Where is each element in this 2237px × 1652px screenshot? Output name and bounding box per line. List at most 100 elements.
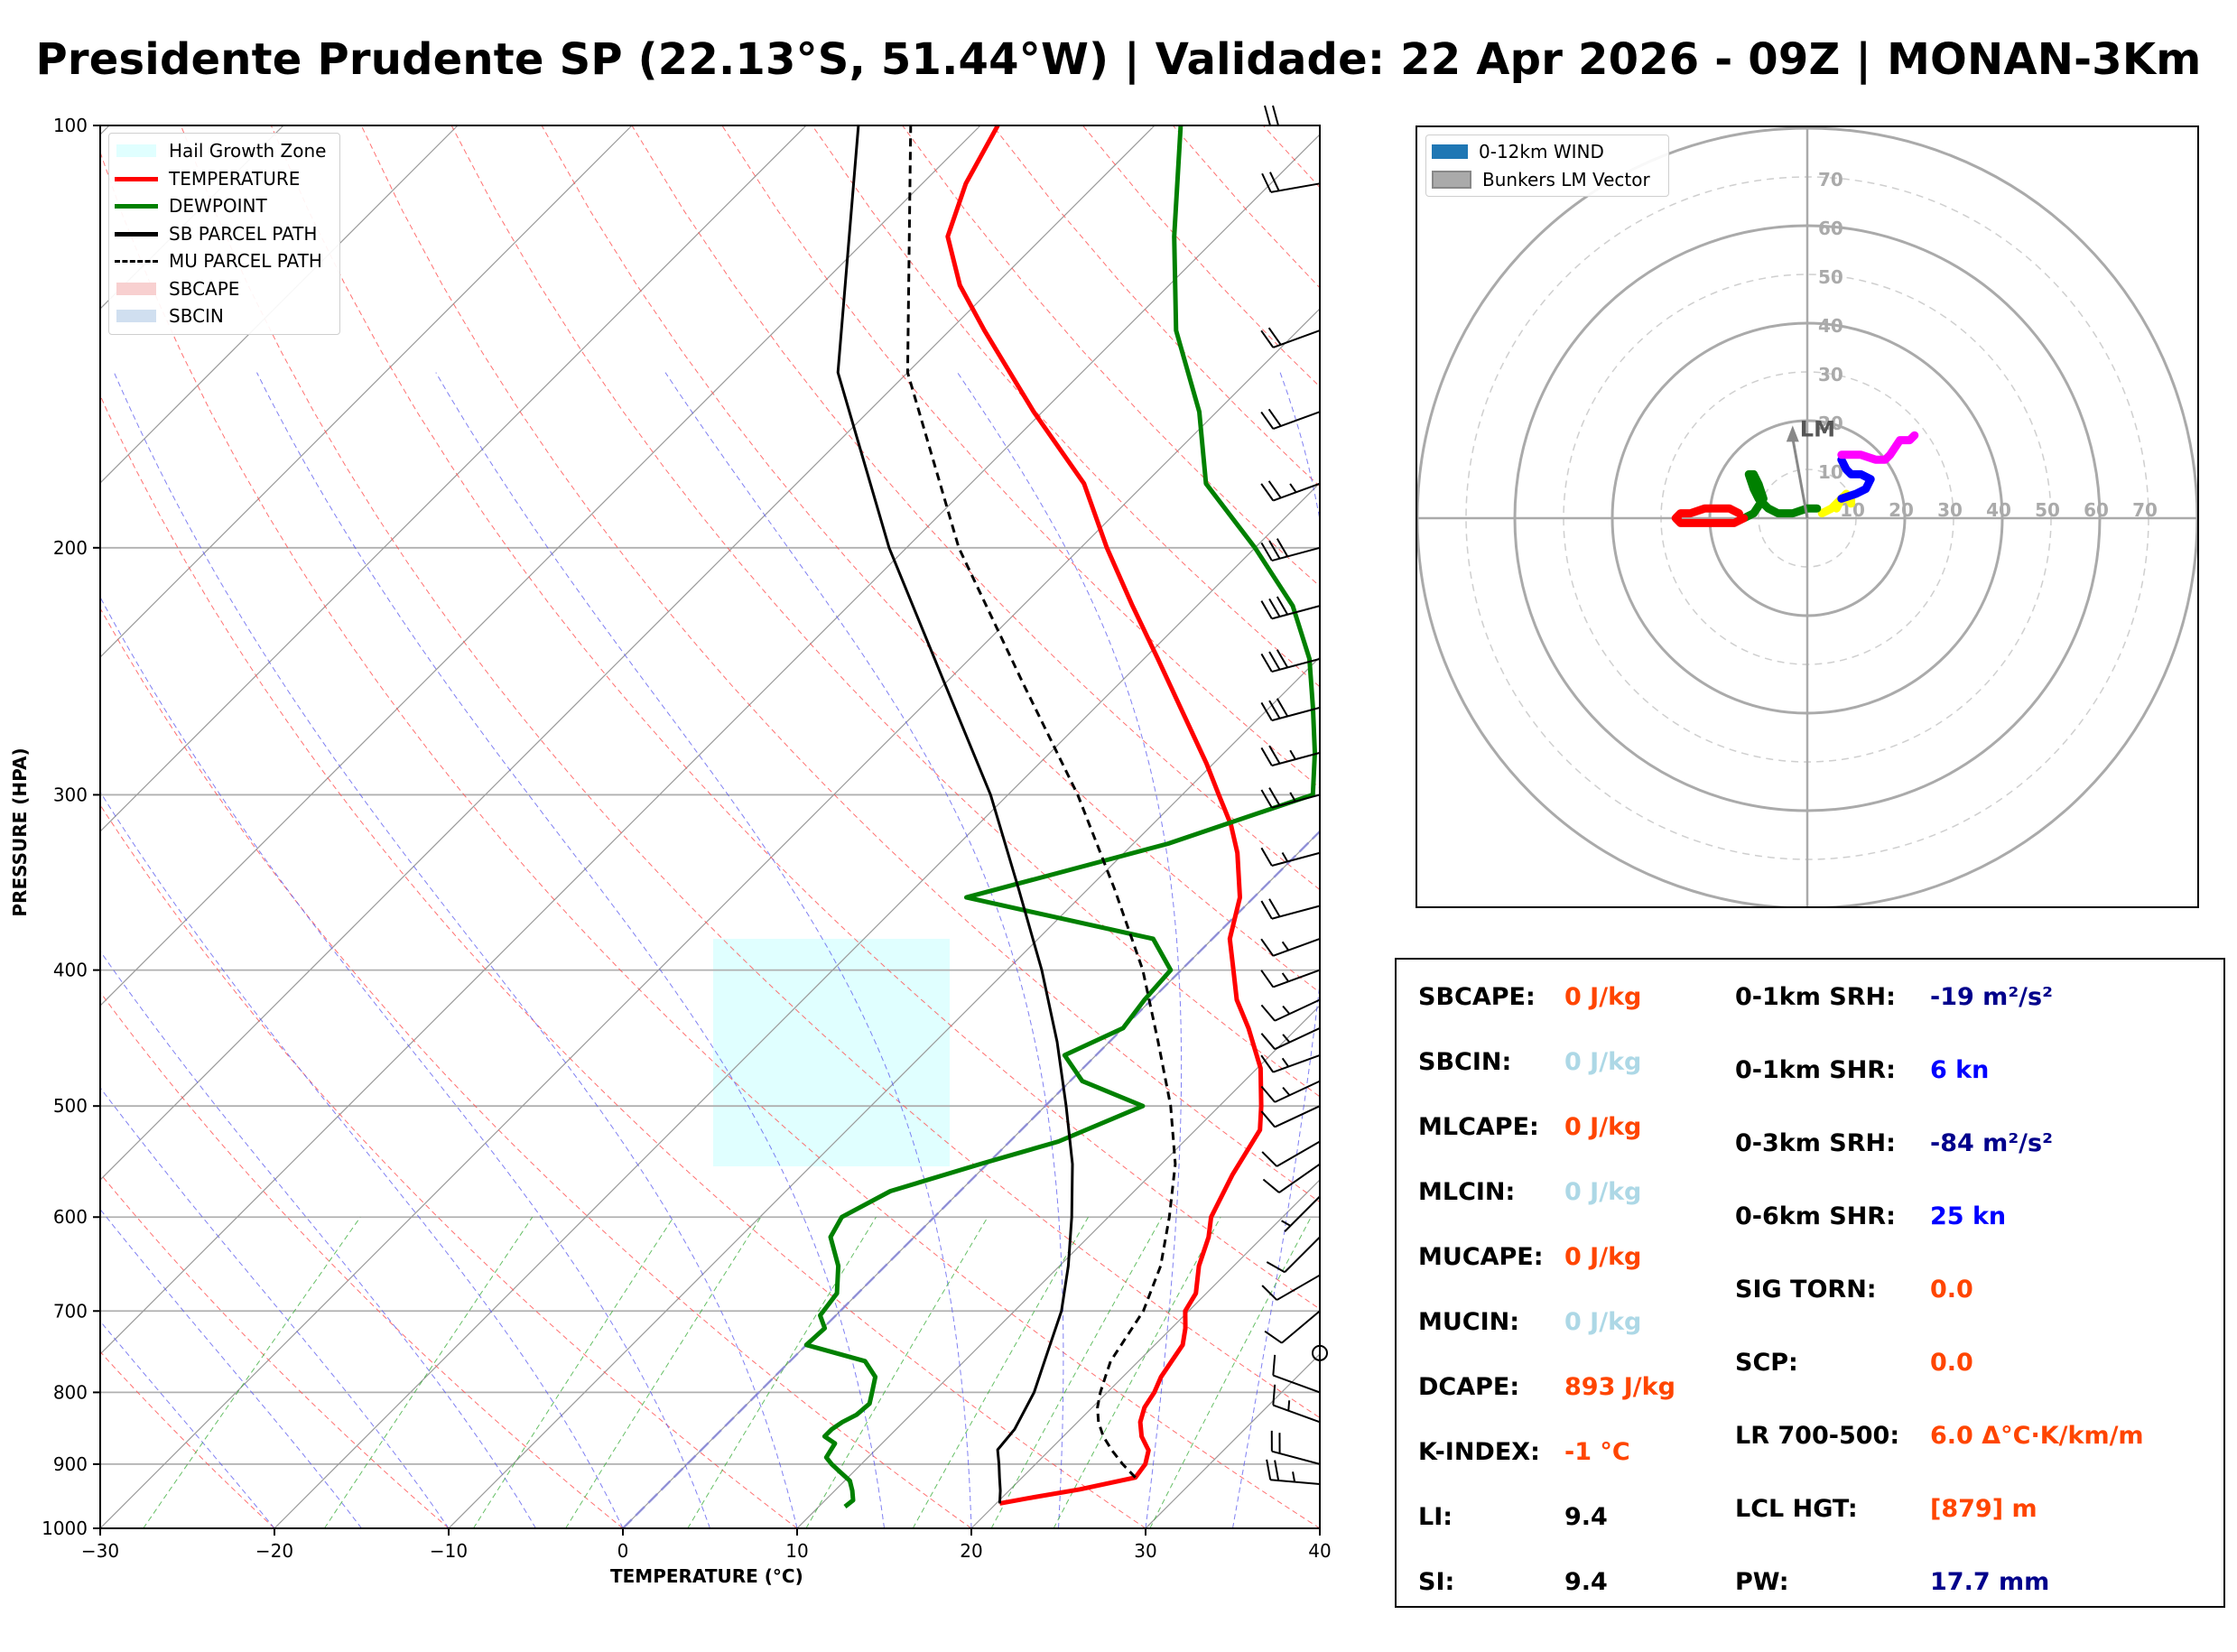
y-tick-label: 700 bbox=[53, 1300, 88, 1322]
param-value: -1 °C bbox=[1564, 1438, 1630, 1466]
bunkers-lm-arrowhead bbox=[1786, 425, 1799, 442]
param-label: PW: bbox=[1735, 1568, 1789, 1596]
hodo-ring-label: 40 bbox=[1818, 315, 1843, 337]
barb-flag bbox=[1260, 329, 1275, 348]
barb-flag bbox=[1276, 649, 1289, 668]
moist-adiabat bbox=[100, 1320, 275, 1528]
param-value: 0 J/kg bbox=[1564, 1308, 1642, 1336]
barb-staff bbox=[1270, 1479, 1321, 1486]
barb-flag bbox=[1260, 938, 1275, 957]
param-label: SCP: bbox=[1735, 1349, 1798, 1377]
hodo-segment bbox=[1671, 504, 1749, 527]
barb-staff bbox=[1272, 969, 1321, 988]
barb-flag bbox=[1260, 1033, 1276, 1050]
barb-half bbox=[1282, 1005, 1291, 1015]
dry-adiabat bbox=[100, 607, 972, 1528]
legend-item: SBCAPE bbox=[109, 275, 339, 303]
param-label: LCL HGT: bbox=[1735, 1495, 1858, 1523]
barb-staff bbox=[1271, 605, 1321, 620]
barb-flag bbox=[1267, 327, 1282, 346]
param-value: 6.0 Δ°C·K/km/m bbox=[1930, 1422, 2144, 1450]
moist-adiabat bbox=[100, 950, 536, 1528]
barb-half bbox=[1281, 941, 1290, 951]
param-value: 6 kn bbox=[1930, 1056, 1990, 1084]
barb-staff bbox=[1271, 546, 1321, 562]
barb-flag bbox=[1272, 105, 1279, 126]
barb-staff bbox=[1274, 998, 1321, 1022]
barb-flag bbox=[1268, 651, 1281, 671]
barb-flag bbox=[1267, 408, 1282, 427]
x-tick-label: −10 bbox=[430, 1540, 468, 1562]
mixing-ratio-line bbox=[323, 1216, 534, 1528]
wind-barb bbox=[1260, 538, 1321, 562]
legend-label: TEMPERATURE bbox=[169, 167, 301, 190]
x-tick-label: −30 bbox=[81, 1540, 119, 1562]
barb-staff bbox=[1271, 657, 1321, 673]
barb-flag bbox=[1260, 1110, 1276, 1128]
x-tick-label: 20 bbox=[960, 1540, 982, 1562]
legend-item: DEWPOINT bbox=[109, 192, 339, 220]
y-tick-label: 100 bbox=[53, 115, 88, 136]
mixing-ratio-line bbox=[1053, 1216, 1221, 1528]
wind-barb bbox=[1272, 1354, 1321, 1394]
legend-swatch bbox=[115, 282, 158, 295]
skewt-legend: Hail Growth Zone TEMPERATURE DEWPOINT SB PA… bbox=[108, 133, 340, 335]
series-sb-parcel-path bbox=[836, 125, 1074, 1504]
isotherm bbox=[100, 134, 1320, 1355]
barb-half bbox=[1287, 1400, 1291, 1411]
param-label: DCAPE: bbox=[1418, 1373, 1520, 1401]
param-label: 0-3km SRH: bbox=[1735, 1129, 1896, 1157]
legend-label: DEWPOINT bbox=[169, 195, 267, 218]
legend-swatch bbox=[115, 172, 158, 185]
skewt-frame bbox=[99, 125, 1321, 1529]
bunkers-lm-arrow bbox=[1791, 438, 1809, 519]
hodo-ring-label: 20 bbox=[1818, 413, 1843, 434]
param-value: 0.0 bbox=[1930, 1276, 1973, 1304]
wind-barb bbox=[1260, 408, 1321, 430]
param-value: 0 J/kg bbox=[1564, 1178, 1642, 1206]
barb-flag bbox=[1261, 172, 1272, 193]
hodo-ring-label: 50 bbox=[2035, 499, 2060, 521]
wind-barb bbox=[1260, 787, 1321, 809]
moist-adiabat bbox=[664, 372, 1064, 1528]
param-value: 0 J/kg bbox=[1564, 1243, 1642, 1271]
dry-adiabat bbox=[100, 1173, 450, 1528]
wind-barb bbox=[1260, 969, 1321, 988]
wind-barb bbox=[1260, 698, 1321, 722]
moist-adiabat bbox=[100, 596, 710, 1528]
wind-barb bbox=[1260, 847, 1321, 867]
barb-staff bbox=[1281, 1310, 1321, 1344]
barb-flag bbox=[1264, 1330, 1283, 1344]
parameters-panel: SBCAPE: 0 J/kg SBCIN: 0 J/kg MLCAPE: 0 J/kg ML… bbox=[1395, 958, 2225, 1608]
hail-growth-zone bbox=[713, 938, 950, 1166]
param-label: SI: bbox=[1418, 1568, 1455, 1596]
wind-barb bbox=[1260, 1105, 1321, 1128]
legend-swatch bbox=[115, 255, 158, 267]
hodo-ring-label: 30 bbox=[1818, 364, 1843, 385]
wind-barb bbox=[1272, 1384, 1321, 1424]
barb-flag bbox=[1260, 1004, 1276, 1022]
legend-item: Hail Growth Zone bbox=[109, 137, 339, 165]
barb-flag bbox=[1274, 1460, 1280, 1481]
barb-flag bbox=[1266, 1261, 1286, 1274]
wind-barb bbox=[1261, 1274, 1321, 1301]
skewt-chart: −30 −20 −10 0 10 20 30 40 100 200 300 400 500 600 700 8… bbox=[42, 105, 1332, 1562]
barb-flag bbox=[1260, 970, 1275, 988]
legend-swatch bbox=[115, 200, 158, 212]
mixing-ratio-line bbox=[687, 1216, 877, 1528]
barb-flag bbox=[1272, 1354, 1276, 1376]
hodo-ring-label: 30 bbox=[1937, 499, 1963, 521]
isotherm bbox=[448, 656, 1320, 1528]
legend-swatch bbox=[115, 310, 158, 323]
mixing-ratio-line bbox=[912, 1216, 1089, 1528]
series-dewpoint bbox=[803, 125, 1317, 1508]
hodo-ring-label: 60 bbox=[1818, 218, 1843, 239]
barb-flag bbox=[1276, 538, 1289, 557]
isotherm bbox=[100, 125, 1156, 1181]
barb-flag bbox=[1260, 789, 1273, 809]
barb-flag bbox=[1260, 701, 1273, 721]
legend-item: SBCIN bbox=[109, 302, 339, 330]
mixing-ratio-line bbox=[472, 1216, 674, 1528]
param-label: MLCAPE: bbox=[1418, 1113, 1539, 1141]
wind-barb bbox=[1260, 938, 1321, 957]
